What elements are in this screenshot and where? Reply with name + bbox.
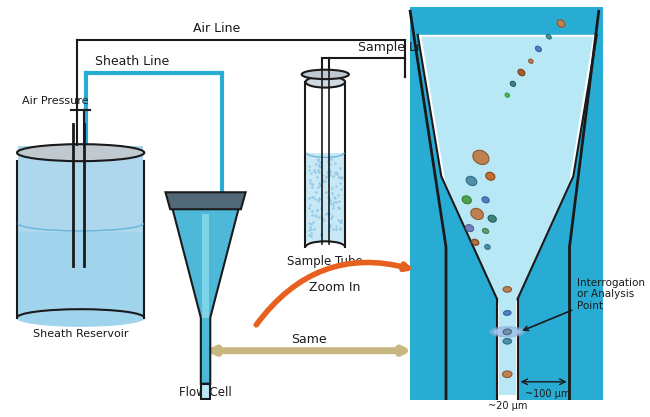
Ellipse shape — [472, 239, 479, 245]
Ellipse shape — [510, 81, 515, 86]
Ellipse shape — [502, 371, 512, 377]
Text: Sample Line: Sample Line — [358, 41, 436, 54]
Ellipse shape — [302, 70, 349, 79]
Ellipse shape — [505, 93, 510, 97]
Ellipse shape — [473, 150, 489, 164]
Ellipse shape — [503, 286, 512, 292]
Text: Air Line: Air Line — [193, 22, 240, 35]
Ellipse shape — [503, 339, 512, 344]
FancyBboxPatch shape — [499, 299, 515, 395]
Ellipse shape — [17, 144, 144, 161]
FancyBboxPatch shape — [306, 153, 344, 242]
Ellipse shape — [462, 196, 471, 204]
Ellipse shape — [471, 208, 484, 219]
Ellipse shape — [504, 311, 511, 315]
FancyBboxPatch shape — [201, 384, 210, 399]
Ellipse shape — [557, 20, 565, 27]
Polygon shape — [170, 200, 241, 384]
Text: ~20 μm: ~20 μm — [488, 401, 527, 411]
Ellipse shape — [482, 197, 489, 203]
Text: Zoom In: Zoom In — [309, 281, 360, 294]
Text: Sheath Line: Sheath Line — [95, 55, 169, 68]
Text: Sample Tube: Sample Tube — [287, 254, 363, 267]
Ellipse shape — [306, 76, 345, 88]
Text: ~100 μm: ~100 μm — [525, 389, 571, 399]
Ellipse shape — [546, 34, 551, 39]
FancyBboxPatch shape — [18, 146, 143, 232]
Ellipse shape — [518, 69, 525, 76]
Ellipse shape — [465, 225, 474, 231]
Ellipse shape — [466, 176, 477, 186]
Ellipse shape — [503, 329, 512, 335]
Ellipse shape — [536, 46, 541, 52]
Ellipse shape — [486, 172, 495, 180]
Ellipse shape — [489, 326, 525, 337]
Text: Air Pressure: Air Pressure — [21, 96, 88, 106]
Polygon shape — [421, 37, 593, 304]
Polygon shape — [202, 214, 209, 318]
Ellipse shape — [493, 328, 521, 336]
Ellipse shape — [18, 216, 143, 231]
Ellipse shape — [488, 215, 497, 222]
Text: Interrogation
or Analysis
Point: Interrogation or Analysis Point — [524, 277, 645, 330]
Text: Sheath Reservoir: Sheath Reservoir — [33, 329, 128, 339]
Ellipse shape — [485, 244, 490, 249]
FancyBboxPatch shape — [17, 161, 144, 318]
FancyBboxPatch shape — [497, 299, 517, 400]
Text: Same: Same — [291, 333, 327, 346]
Polygon shape — [166, 192, 246, 209]
Ellipse shape — [482, 229, 489, 234]
Ellipse shape — [528, 59, 533, 63]
Text: Flow Cell: Flow Cell — [179, 386, 232, 399]
Polygon shape — [410, 7, 603, 400]
Polygon shape — [418, 35, 597, 299]
Ellipse shape — [17, 309, 144, 326]
